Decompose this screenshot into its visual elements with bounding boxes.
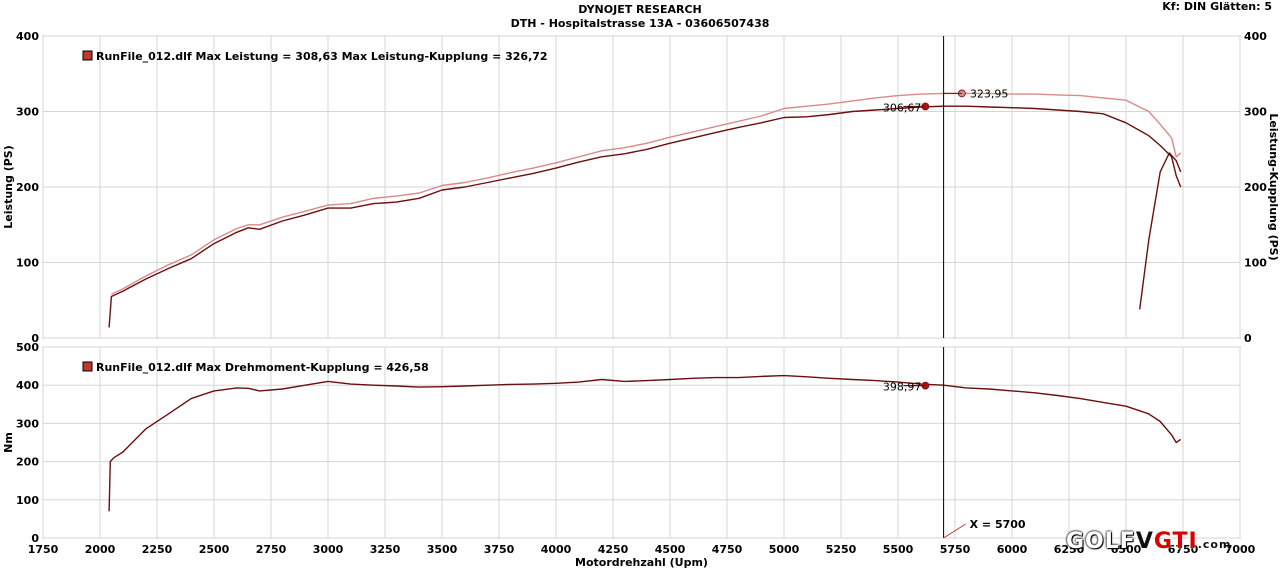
logo-domain: .com — [1197, 538, 1232, 551]
x-tick-label-3750: 3750 — [484, 543, 515, 556]
chart-subtitle: DTH - Hospitalstrasse 13A - 03606507438 — [510, 17, 770, 30]
y2-tick-label-200: 200 — [1244, 181, 1267, 194]
x-tick-label-4750: 4750 — [712, 543, 743, 556]
y-tick-label-1-200: 200 — [16, 181, 39, 194]
series-line-torque — [108, 374, 1182, 512]
x-tick-label-2500: 2500 — [199, 543, 230, 556]
legend-text-2: RunFile_012.dlf Max Drehmoment-Kupplung … — [96, 361, 429, 374]
x-tick-label-6500: 6500 — [1111, 543, 1142, 556]
x-tick-label-6250: 6250 — [1054, 543, 1085, 556]
y-axis-label-2: Nm — [2, 432, 15, 453]
data-label-power: 306,67 — [883, 101, 922, 114]
plot-frame-2 — [42, 346, 1241, 539]
x-tick-label-2750: 2750 — [256, 543, 287, 556]
y2-tick-label-100: 100 — [1244, 257, 1267, 270]
x-tick-label-5000: 5000 — [769, 543, 800, 556]
y-tick-label-2-100: 100 — [16, 494, 39, 507]
x-tick-label-4250: 4250 — [598, 543, 629, 556]
y-axis-label-1: Leistung (PS) — [2, 145, 15, 228]
y-tick-label-1-100: 100 — [16, 257, 39, 270]
x-tick-label-3500: 3500 — [427, 543, 458, 556]
series-line-power — [108, 105, 1182, 328]
data-label-power_clutch: 323,95 — [970, 87, 1009, 100]
y-tick-label-2-500: 500 — [16, 341, 39, 354]
cursor-readout: X = 5700 — [970, 518, 1026, 531]
chart-title: DYNOJET RESEARCH — [578, 3, 702, 16]
settings-readout: Kf: DIN Glätten: 5 — [1162, 0, 1272, 13]
y-tick-label-1-300: 300 — [16, 106, 39, 119]
series-line-drop — [1139, 152, 1182, 310]
y2-tick-label-400: 400 — [1244, 30, 1267, 43]
legend-swatch-1 — [82, 50, 93, 61]
x-tick-label-3250: 3250 — [370, 543, 401, 556]
x-tick-label-2250: 2250 — [142, 543, 173, 556]
x-tick-label-4500: 4500 — [655, 543, 686, 556]
data-label-torque: 398,97 — [883, 381, 922, 394]
y2-tick-label-0: 0 — [1244, 332, 1252, 345]
x-tick-label-7000: 7000 — [1225, 543, 1256, 556]
y-tick-label-2-0: 0 — [31, 532, 39, 545]
x-tick-label-4000: 4000 — [541, 543, 572, 556]
x-tick-label-6750: 6750 — [1168, 543, 1199, 556]
cursor-leader — [943, 523, 966, 539]
x-tick-label-3000: 3000 — [313, 543, 344, 556]
logo-golf: GOLF — [1066, 529, 1136, 554]
y2-tick-label-300: 300 — [1244, 106, 1267, 119]
y-tick-label-2-200: 200 — [16, 456, 39, 469]
x-tick-label-1750: 1750 — [28, 543, 59, 556]
y-tick-label-1-400: 400 — [16, 30, 39, 43]
x-tick-label-5250: 5250 — [826, 543, 857, 556]
legend-text-1: RunFile_012.dlf Max Leistung = 308,63 Ma… — [96, 50, 548, 63]
y-tick-label-2-300: 300 — [16, 417, 39, 430]
y2-axis-label: Leistung-Kupplung (PS) — [1267, 113, 1280, 260]
y-tick-label-1-0: 0 — [31, 332, 39, 345]
legend-swatch-2 — [82, 361, 93, 372]
golf-gti-logo: GOLFVGTI.com — [1066, 529, 1276, 565]
x-tick-label-6000: 6000 — [997, 543, 1028, 556]
logo-gti: GTI — [1153, 529, 1198, 554]
series-line-power_clutch — [111, 92, 1182, 295]
logo-v: V — [1135, 529, 1154, 554]
y-tick-label-2-400: 400 — [16, 379, 39, 392]
x-tick-label-2000: 2000 — [85, 543, 116, 556]
x-tick-label-5500: 5500 — [883, 543, 914, 556]
x-axis-label: Motordrehzahl (Upm) — [575, 556, 708, 569]
x-tick-label-5750: 5750 — [940, 543, 971, 556]
